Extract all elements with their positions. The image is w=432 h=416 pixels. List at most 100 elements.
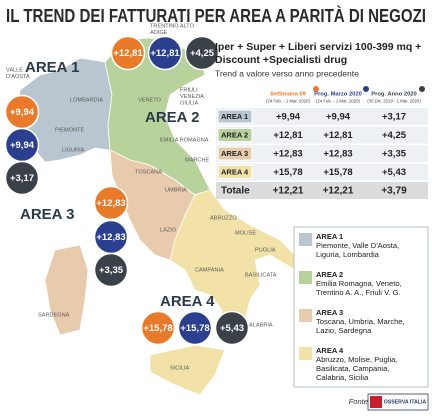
legend-regions: Emilia Romagna, Veneto, (316, 279, 402, 288)
bubble-value: +12,83 (96, 232, 125, 243)
region-label: PUGLIA (255, 247, 276, 253)
area-4-sicilia-shape (149, 344, 226, 396)
row-label: Totale (221, 186, 250, 197)
bubble-value: +12,83 (96, 198, 125, 209)
bubble-value: +12,81 (113, 48, 143, 59)
region-label: VALLE (6, 67, 23, 73)
row-label: AREA 3 (221, 149, 248, 158)
value-bubble (93, 185, 129, 221)
logo-box (367, 393, 429, 411)
legend-label: AREA 4 (316, 346, 344, 355)
bubble-value: +3,35 (99, 265, 124, 276)
value-bubble (214, 310, 250, 346)
legend-swatch (299, 309, 312, 322)
row-label: AREA 2 (221, 130, 248, 139)
value-bubble (147, 35, 183, 71)
region-label: ADIGE (150, 30, 168, 36)
region-label: PIEMONTE (55, 127, 84, 133)
legend-regions: Abruzzo, Molise, Puglia, (316, 355, 397, 364)
legend-regions: Liguria, Lombardia (316, 250, 380, 259)
column-dot (363, 86, 369, 92)
table-cell: +12,83 (323, 149, 352, 160)
region-label: CALABRIA (245, 322, 273, 328)
table-cell: +9,94 (276, 112, 301, 123)
table-cell: +3,79 (381, 186, 407, 197)
subtitle-note: Trend a valore verso anno precedente (215, 68, 359, 78)
area-label: AREA 3 (20, 206, 74, 223)
legend-regions: Basilicata, Campania, (316, 364, 389, 373)
table-cell: +15,78 (273, 167, 302, 178)
region-label: LIGURIA (62, 147, 85, 153)
value-bubble (4, 160, 40, 196)
column-dot (313, 86, 319, 92)
bubble-value: +12,81 (150, 48, 180, 59)
legend-swatch (299, 233, 312, 246)
area-bubbles: AREA 1 +9,94 +9,94 +3,17 AREA 2 +12,81 +12,81 +… (4, 35, 250, 346)
region-label: SARDEGNA (38, 312, 70, 318)
region-label: MARCHE (185, 157, 210, 163)
area-label: AREA 2 (145, 109, 199, 126)
region-label: MOLISE (235, 230, 256, 236)
table-cell: +5,43 (382, 167, 406, 178)
area-4-shape (169, 189, 301, 346)
legend-label: AREA 1 (316, 232, 343, 241)
title: IL TREND DEI FATTURATI PER AREA A PARITÀ… (6, 5, 426, 26)
table-cell: +12,83 (273, 149, 302, 160)
bubble-value: +5,43 (220, 323, 244, 334)
table-row (216, 182, 428, 199)
table-cell: +12,81 (273, 130, 303, 141)
region-label: EMILIA ROMAGNA (160, 137, 209, 143)
legend-box (293, 226, 429, 388)
table-cell: +3,35 (382, 149, 407, 160)
legend-label: AREA 3 (316, 308, 343, 317)
table-row (216, 145, 428, 162)
column-period: (30 Dic. 2019 - 1 Mar. 2020) (367, 99, 421, 104)
region-label: ABRUZZO (210, 215, 237, 221)
region-label: VENETO (138, 97, 162, 103)
table-cell: +12,21 (273, 186, 304, 197)
region-label: VENEZIA (180, 94, 204, 100)
table-cell: +9,94 (326, 112, 351, 123)
value-bubble (93, 252, 129, 288)
area-label: AREA 4 (160, 293, 215, 310)
area-3-sardegna-shape (44, 244, 89, 336)
region-label: FRIULI (180, 87, 198, 93)
row-label-cell (217, 128, 253, 142)
bubble-value: +3,17 (10, 173, 34, 184)
subtitle-line: Iper + Super + Liberi servizi 100-399 mq… (215, 41, 421, 53)
row-label: AREA 4 (221, 167, 249, 176)
table-row (216, 163, 428, 181)
logo-icon (370, 396, 382, 408)
column-dot (419, 86, 425, 92)
row-label-cell (217, 109, 253, 124)
legend-regions: Lazio, Sardegna (316, 326, 372, 335)
region-label: TOSCANA (135, 169, 162, 175)
area-label: AREA 1 (25, 59, 79, 76)
column-period: (24 Feb. - 1 Mar. 2020) (266, 99, 311, 104)
row-label: AREA 1 (221, 112, 248, 121)
region-label: SICILIA (170, 365, 190, 371)
region-label: LAZIO (160, 227, 177, 233)
column-title: Settimana 09 (270, 92, 307, 98)
table-cell: +4,25 (382, 130, 407, 141)
region-label: TRENTINO ALTO (150, 23, 195, 29)
value-bubble (140, 310, 176, 346)
legend-regions: Piemonte, Valle D'Aosta, (316, 241, 399, 250)
subtitle-line: Discount +Specialisti drug (215, 54, 347, 66)
value-bubble (177, 310, 213, 346)
table-row (216, 126, 428, 144)
column-title: Prog. Marzo 2020 (314, 92, 362, 98)
bubble-value: +9,94 (10, 140, 35, 151)
bubble-value: +9,94 (10, 107, 35, 118)
legend-swatch (299, 347, 312, 360)
region-label: D'AOSTA (6, 74, 30, 80)
legend-regions: Toscana, Umbria, Marche, (316, 317, 405, 326)
legend-regions: Calabria, Sicilia (316, 373, 369, 382)
value-bubble (110, 35, 146, 71)
column-title: Prog. Anno 2020 (371, 92, 417, 98)
row-label-cell (217, 146, 253, 161)
